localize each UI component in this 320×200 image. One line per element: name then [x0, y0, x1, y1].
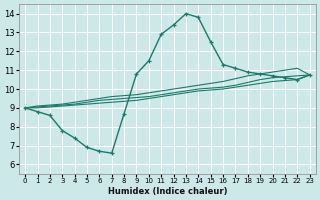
X-axis label: Humidex (Indice chaleur): Humidex (Indice chaleur) — [108, 187, 227, 196]
